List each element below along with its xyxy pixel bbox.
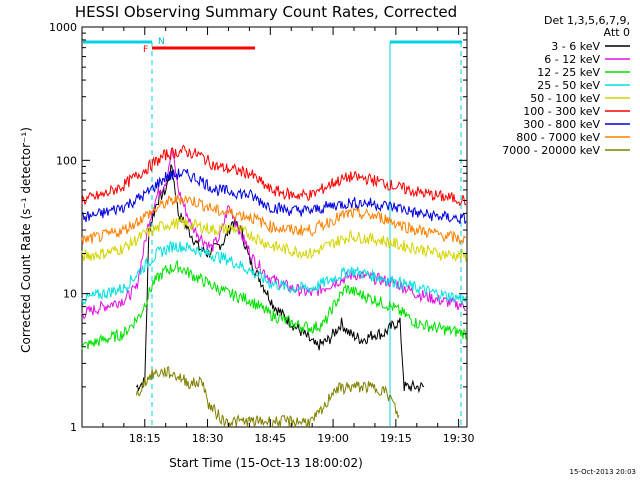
legend-entry: 7000 - 20000 keV	[502, 144, 600, 157]
x-tick-label: 19:30	[443, 432, 475, 445]
y-tick-label: 10	[63, 288, 77, 301]
legend-title-line1: Det 1,3,5,6,7,9,	[544, 14, 630, 27]
legend-entry: 3 - 6 keV	[551, 40, 600, 53]
timestamp: 15-Oct-2013 20:03	[570, 468, 636, 476]
chart-title: HESSI Observing Summary Count Rates, Cor…	[75, 3, 457, 21]
flare-label: F	[143, 45, 148, 55]
x-axis-label: Start Time (15-Oct-13 18:00:02)	[169, 456, 363, 470]
y-tick-label: 1	[70, 421, 77, 434]
legend-entry: 6 - 12 keV	[544, 53, 600, 66]
series-line-7	[81, 194, 467, 245]
x-tick-label: 19:15	[380, 432, 412, 445]
x-tick-label: 18:15	[129, 432, 161, 445]
plot-frame	[81, 26, 468, 428]
legend-entry: 300 - 800 keV	[523, 118, 600, 131]
y-tick-label: 1000	[49, 21, 77, 34]
legend-entry: 25 - 50 keV	[537, 79, 600, 92]
series-line-2	[81, 259, 467, 350]
series-layer	[81, 144, 467, 429]
y-tick-label: 100	[56, 154, 77, 167]
night-label: N	[158, 37, 165, 47]
x-tick-label: 19:00	[317, 432, 349, 445]
y-axis: 1 10 100 1000	[49, 21, 467, 434]
observing-indicators: F N	[83, 37, 462, 426]
x-axis: 18:15 18:30 18:45 19:00 19:15 19:30	[81, 27, 475, 445]
series-line-8	[135, 366, 400, 429]
series-line-0	[135, 164, 425, 394]
legend-entry: 100 - 300 keV	[523, 105, 600, 118]
legend-entry: 50 - 100 keV	[530, 92, 600, 105]
series-line-3	[81, 240, 467, 306]
legend-entry: 800 - 7000 keV	[516, 131, 600, 144]
x-tick-label: 18:30	[192, 432, 224, 445]
series-line-6	[81, 168, 467, 224]
series-line-4	[81, 216, 467, 263]
legend-title-line2: Att 0	[604, 26, 630, 39]
series-line-5	[81, 144, 467, 207]
series-line-1	[81, 149, 467, 320]
legend-entry: 12 - 25 keV	[537, 66, 600, 79]
x-tick-label: 18:45	[254, 432, 286, 445]
y-axis-label: Corrected Count Rate (s⁻¹ detector⁻¹)	[19, 127, 33, 353]
